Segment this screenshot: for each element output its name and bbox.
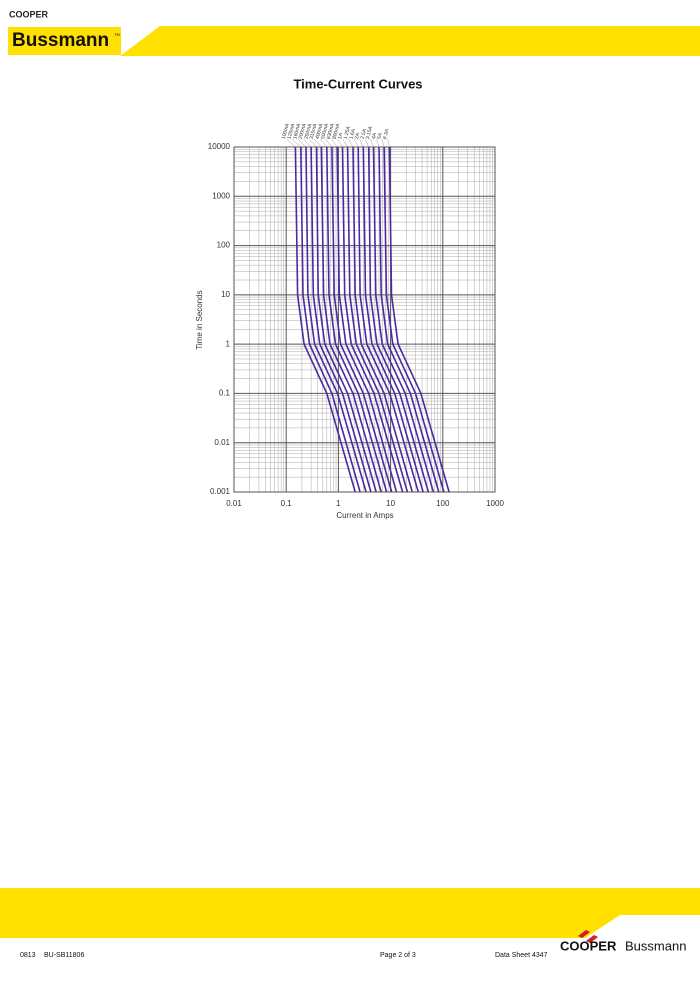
- curve: [331, 146, 393, 493]
- label-leader: [387, 138, 390, 148]
- curve: [326, 146, 388, 493]
- label-leader: [303, 138, 312, 148]
- label-leader: [286, 138, 296, 148]
- curve: [310, 146, 372, 493]
- label-leader: [359, 138, 364, 148]
- curve: [346, 146, 409, 493]
- header-band: [120, 26, 700, 56]
- curve-label: 400mA: [315, 122, 325, 139]
- footer-brand-a: COOPER: [560, 938, 617, 953]
- curve: [357, 146, 420, 493]
- curve-label: 1.25A: [343, 125, 352, 140]
- curve-label: 250mA: [303, 122, 313, 139]
- curve-label: 800mA: [332, 122, 342, 139]
- curve: [388, 146, 450, 493]
- label-leader: [308, 138, 317, 148]
- y-tick-label: 0.001: [210, 487, 231, 496]
- label-leader: [381, 138, 385, 148]
- curve-label: 200mA: [298, 122, 308, 139]
- footer-brand-b: Bussmann: [625, 938, 686, 953]
- footer-code: BU-SB11806: [44, 952, 84, 959]
- label-leader: [325, 138, 333, 148]
- curve-label: 5A: [376, 132, 384, 140]
- label-leader: [365, 138, 369, 148]
- label-leader: [320, 138, 327, 148]
- curve-label: 125mA: [287, 122, 297, 139]
- curve: [352, 146, 414, 493]
- y-tick-label: 0.1: [219, 389, 231, 398]
- curve-label: 160mA: [292, 122, 302, 139]
- footer-band: [0, 888, 700, 938]
- curve: [336, 146, 398, 493]
- curve-label: 630mA: [326, 122, 336, 139]
- x-tick-label: 1000: [486, 499, 504, 508]
- footer-sheet: Data Sheet 4347: [495, 952, 548, 959]
- x-tick-label: 10: [386, 499, 395, 508]
- y-axis-title: Time in Seconds: [195, 290, 204, 349]
- curve-label: 1A: [337, 132, 345, 140]
- curve: [367, 146, 430, 493]
- label-leader: [297, 138, 307, 148]
- curve: [383, 146, 445, 493]
- y-tick-label: 1: [226, 339, 231, 348]
- curve: [320, 146, 382, 493]
- x-tick-label: 0.1: [281, 499, 293, 508]
- curve-label: 500mA: [320, 122, 330, 139]
- x-axis-title: Current in Amps: [336, 511, 393, 520]
- curve: [300, 146, 361, 493]
- y-tick-label: 10000: [208, 142, 231, 151]
- label-leader: [336, 138, 343, 148]
- logo-mark: [578, 930, 590, 938]
- logo-box: [8, 27, 121, 55]
- label-leader: [314, 138, 322, 148]
- curve-label: 6.3A: [382, 128, 391, 140]
- y-tick-label: 100: [217, 241, 231, 250]
- curve-label: 315mA: [309, 122, 319, 139]
- curve: [341, 146, 404, 493]
- x-tick-label: 100: [436, 499, 450, 508]
- curve-label: 2.5A: [360, 128, 369, 140]
- brand: Bussmann: [12, 30, 109, 51]
- footer-page: Page 2 of 3: [380, 952, 416, 959]
- x-tick-label: 1: [336, 499, 341, 508]
- label-leader: [331, 138, 338, 148]
- curve: [315, 146, 377, 493]
- label-leader: [348, 138, 354, 148]
- curve: [372, 146, 435, 493]
- label-leader: [342, 138, 348, 148]
- label-leader: [353, 138, 359, 148]
- curve-label: 1.6A: [348, 128, 357, 140]
- curve-label: 2A: [354, 132, 362, 140]
- curve-label: 100mA: [281, 122, 291, 139]
- curve: [378, 146, 440, 493]
- y-tick-label: 0.01: [214, 438, 230, 447]
- curve-label: 3.15A: [365, 125, 374, 140]
- chart-title: Time-Current Curves: [293, 76, 422, 91]
- y-tick-label: 1000: [212, 191, 230, 200]
- label-leader: [376, 138, 380, 148]
- curve: [305, 146, 367, 493]
- brand-top: COOPER: [9, 9, 49, 19]
- footer-date: 0813: [20, 952, 36, 959]
- curve: [294, 146, 356, 493]
- label-leader: [370, 138, 374, 148]
- curve: [362, 146, 424, 493]
- x-tick-label: 0.01: [226, 499, 242, 508]
- y-tick-label: 10: [221, 290, 230, 299]
- curve-label: 4A: [371, 132, 379, 140]
- label-leader: [292, 138, 301, 148]
- trademark: ™: [114, 33, 120, 40]
- logo-mark: [586, 935, 598, 943]
- plot: 0.01 0.1 1 10 100 1000 0.001 0.01 0.1 1 10 100 1000 1…: [208, 122, 505, 508]
